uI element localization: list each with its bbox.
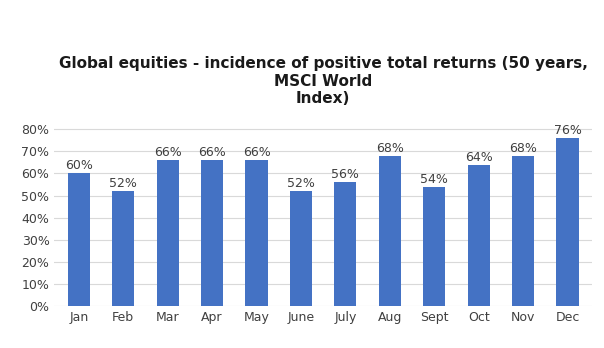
Text: 56%: 56% bbox=[332, 168, 359, 181]
Bar bbox=[68, 173, 90, 306]
Bar bbox=[423, 187, 445, 306]
Bar bbox=[556, 138, 579, 306]
Text: 76%: 76% bbox=[553, 124, 582, 137]
Text: 66%: 66% bbox=[243, 146, 271, 159]
Text: 60%: 60% bbox=[65, 159, 93, 173]
Bar bbox=[112, 191, 134, 306]
Title: Global equities - incidence of positive total returns (50 years,
MSCI World
Inde: Global equities - incidence of positive … bbox=[59, 56, 588, 106]
Bar bbox=[156, 160, 179, 306]
Text: 68%: 68% bbox=[376, 142, 403, 155]
Bar bbox=[201, 160, 223, 306]
Text: 68%: 68% bbox=[509, 142, 537, 155]
Bar bbox=[290, 191, 312, 306]
Text: 64%: 64% bbox=[464, 151, 492, 164]
Text: 52%: 52% bbox=[287, 177, 315, 190]
Text: 66%: 66% bbox=[198, 146, 226, 159]
Text: 54%: 54% bbox=[420, 173, 448, 186]
Text: 66%: 66% bbox=[154, 146, 182, 159]
Bar bbox=[334, 182, 356, 306]
Bar bbox=[467, 165, 490, 306]
Bar bbox=[379, 156, 401, 306]
Bar bbox=[245, 160, 268, 306]
Bar bbox=[512, 156, 534, 306]
Text: 52%: 52% bbox=[109, 177, 137, 190]
